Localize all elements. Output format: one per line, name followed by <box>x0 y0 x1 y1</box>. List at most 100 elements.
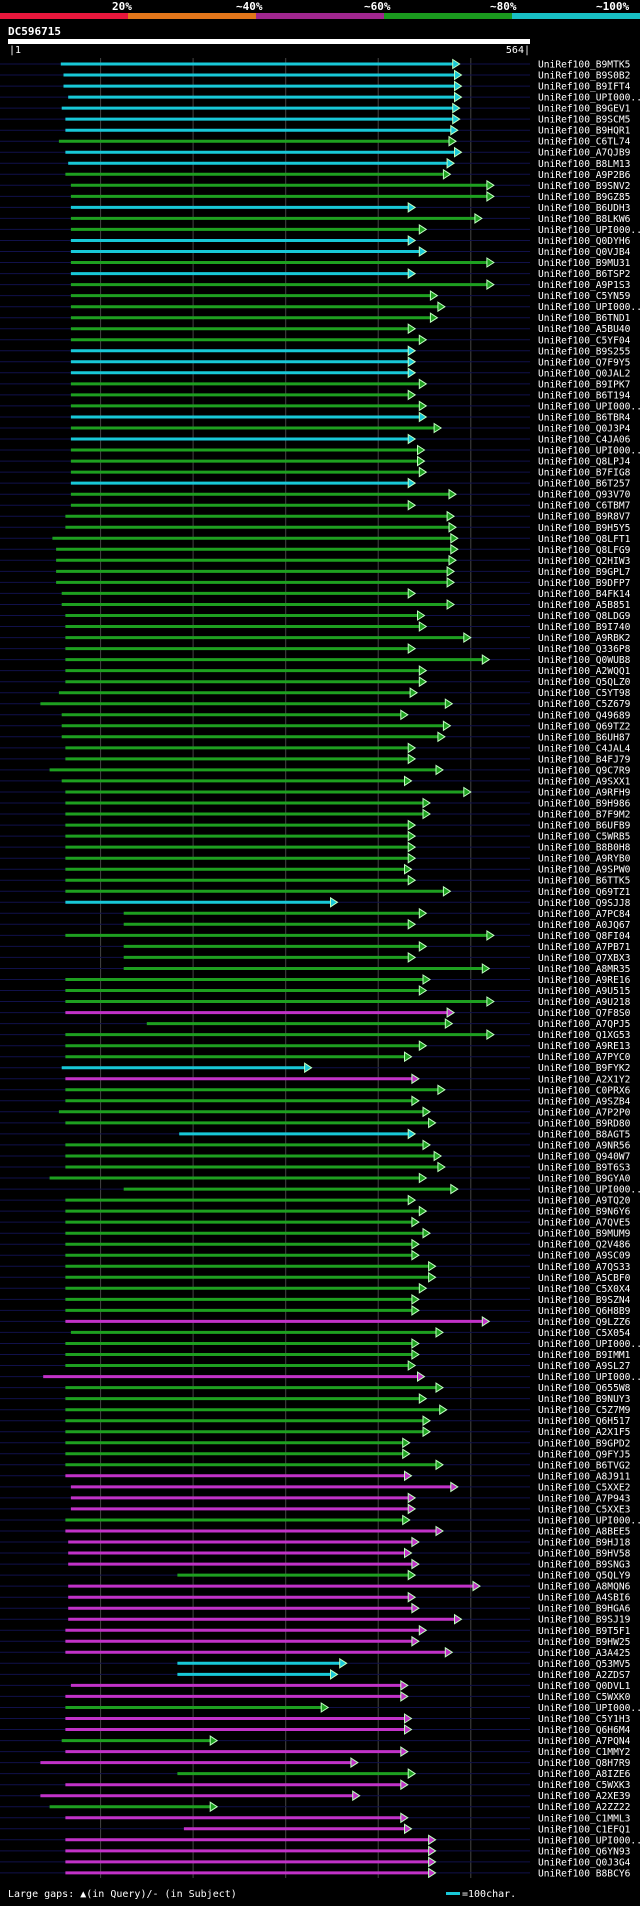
hit-row[interactable]: UniRef100_A9NR56 <box>0 1139 631 1151</box>
hit-row[interactable]: UniRef100_C4JA06 <box>0 433 631 446</box>
hit-label[interactable]: UniRef100_Q1XG53 <box>538 1030 631 1041</box>
hit-row[interactable]: UniRef100_UPI000... <box>0 1514 640 1527</box>
hit-row[interactable]: UniRef100_Q336P8 <box>0 643 631 655</box>
hit-row[interactable]: UniRef100_A5CBF0 <box>0 1271 631 1284</box>
hit-label[interactable]: UniRef100_B9R8V7 <box>538 512 631 523</box>
hit-label[interactable]: UniRef100_B9T5F1 <box>538 1626 631 1637</box>
hit-row[interactable]: UniRef100_A8IZE6 <box>0 1768 631 1780</box>
hit-label[interactable]: UniRef100_A9RE13 <box>538 1041 631 1052</box>
hit-label[interactable]: UniRef100_UPI000... <box>538 401 640 412</box>
hit-label[interactable]: UniRef100_Q655W8 <box>538 1383 631 1394</box>
hit-row[interactable]: UniRef100_B9FYK2 <box>0 1062 630 1074</box>
hit-label[interactable]: UniRef100_C5YT98 <box>538 688 631 699</box>
hit-label[interactable]: UniRef100_A2ZDS7 <box>538 1670 631 1681</box>
hit-label[interactable]: UniRef100_C5YF04 <box>538 335 631 346</box>
hit-label[interactable]: UniRef100_Q6H8B9 <box>538 1306 631 1317</box>
hit-label[interactable]: UniRef100_B9MUM9 <box>538 1229 631 1240</box>
hit-label[interactable]: UniRef100_UPI000... <box>538 1339 640 1350</box>
hit-row[interactable]: UniRef100_Q8LDG9 <box>0 610 631 622</box>
hit-row[interactable]: UniRef100_A9SXX1 <box>0 775 631 787</box>
hit-label[interactable]: UniRef100_A5CBF0 <box>538 1273 631 1284</box>
hit-row[interactable]: UniRef100_Q8LFG9 <box>0 543 631 556</box>
hit-row[interactable]: UniRef100_A9TQ20 <box>0 1194 631 1207</box>
hit-row[interactable]: UniRef100_A7QS33 <box>0 1260 631 1273</box>
hit-row[interactable]: UniRef100_B6T257 <box>0 477 631 490</box>
hit-row[interactable]: UniRef100_Q8LPJ4 <box>0 455 631 468</box>
hit-row[interactable]: UniRef100_B8AGT5 <box>0 1128 630 1140</box>
hit-row[interactable]: UniRef100_UPI000... <box>0 1338 640 1350</box>
hit-row[interactable]: UniRef100_B9SNG3 <box>0 1558 631 1571</box>
hit-row[interactable]: UniRef100_B9HV58 <box>0 1547 631 1560</box>
hit-row[interactable]: UniRef100_A5B851 <box>0 599 631 611</box>
hit-row[interactable]: UniRef100_B6UDH3 <box>0 201 631 214</box>
hit-row[interactable]: UniRef100_UPI000... <box>0 1183 640 1196</box>
hit-label[interactable]: UniRef100_Q0WUB8 <box>538 655 631 666</box>
hit-label[interactable]: UniRef100_UPI000... <box>538 225 640 236</box>
hit-label[interactable]: UniRef100_B4FK14 <box>538 589 631 600</box>
hit-label[interactable]: UniRef100_UPI000... <box>538 93 640 104</box>
hit-row[interactable]: UniRef100_A7PB71 <box>0 940 631 953</box>
hit-row[interactable]: UniRef100_UPI000... <box>0 444 640 457</box>
hit-row[interactable]: UniRef100_A2XE39 <box>0 1790 631 1802</box>
hit-label[interactable]: UniRef100_B9GPL7 <box>538 567 631 578</box>
hit-label[interactable]: UniRef100_B9HJ18 <box>538 1538 631 1549</box>
hit-label[interactable]: UniRef100_UPI000... <box>538 1372 640 1383</box>
hit-row[interactable]: UniRef100_Q0DVL1 <box>0 1679 631 1692</box>
hit-label[interactable]: UniRef100_B9GYA0 <box>538 1174 631 1185</box>
hit-label[interactable]: UniRef100_Q0DVL1 <box>538 1681 631 1692</box>
hit-label[interactable]: UniRef100_Q940W7 <box>538 1152 631 1163</box>
hit-row[interactable]: UniRef100_Q0J3P4 <box>0 422 631 435</box>
hit-row[interactable]: UniRef100_A9RE16 <box>0 974 631 986</box>
hit-label[interactable]: UniRef100_UPI000... <box>538 1185 640 1196</box>
hit-label[interactable]: UniRef100_A5B851 <box>538 600 631 611</box>
hit-row[interactable]: UniRef100_A8MR35 <box>0 963 630 975</box>
hit-row[interactable]: UniRef100_B8LKW6 <box>0 212 631 225</box>
hit-row[interactable]: UniRef100_B9IFT4 <box>0 80 631 93</box>
hit-row[interactable]: UniRef100_C5WXK0 <box>0 1690 631 1703</box>
hit-label[interactable]: UniRef100_B6UDH3 <box>538 203 631 214</box>
hit-label[interactable]: UniRef100_B8B0H8 <box>538 843 631 854</box>
hit-row[interactable]: UniRef100_B6TSP2 <box>0 268 630 280</box>
hit-row[interactable]: UniRef100_A8J911 <box>0 1470 631 1482</box>
hit-row[interactable]: UniRef100_A2WQQ1 <box>0 665 631 677</box>
hit-label[interactable]: UniRef100_B7FIG8 <box>538 468 631 479</box>
hit-row[interactable]: UniRef100_B9HW25 <box>0 1635 630 1648</box>
hit-label[interactable]: UniRef100_B9S0B2 <box>538 71 630 82</box>
hit-label[interactable]: UniRef100_C5XXE2 <box>538 1482 630 1493</box>
hit-row[interactable]: UniRef100_B9R8V7 <box>0 510 631 523</box>
hit-label[interactable]: UniRef100_B9MTK5 <box>538 60 630 71</box>
hit-row[interactable]: UniRef100_C5YT98 <box>0 687 631 699</box>
hit-row[interactable]: UniRef100_A5BU40 <box>0 323 631 335</box>
hit-label[interactable]: UniRef100_B9SNV2 <box>538 181 630 192</box>
hit-label[interactable]: UniRef100_B6TVG2 <box>538 1460 630 1471</box>
hit-label[interactable]: UniRef100_B8BCY6 <box>538 1868 631 1878</box>
hit-row[interactable]: UniRef100_B9I740 <box>0 621 631 633</box>
hit-row[interactable]: UniRef100_C5YF04 <box>0 334 631 346</box>
hit-label[interactable]: UniRef100_B9MU31 <box>538 258 631 269</box>
hit-label[interactable]: UniRef100_B6TSP2 <box>538 269 630 280</box>
hit-label[interactable]: UniRef100_Q0DYH6 <box>538 236 631 247</box>
hit-row[interactable]: UniRef100_Q9LZZ6 <box>0 1315 631 1328</box>
hit-row[interactable]: UniRef100_A9SZB4 <box>0 1095 631 1107</box>
hit-label[interactable]: UniRef100_A9SL27 <box>538 1361 631 1372</box>
hit-label[interactable]: UniRef100_B8LM13 <box>538 159 631 170</box>
hit-label[interactable]: UniRef100_Q336P8 <box>538 644 631 655</box>
hit-label[interactable]: UniRef100_B9I740 <box>538 622 631 633</box>
hit-label[interactable]: UniRef100_B9HV58 <box>538 1549 631 1560</box>
hit-label[interactable]: UniRef100_B6T194 <box>538 390 631 401</box>
hit-row[interactable]: UniRef100_Q6YN93 <box>0 1845 631 1857</box>
hit-row[interactable]: UniRef100_B9MTK5 <box>0 58 630 71</box>
hit-label[interactable]: UniRef100_Q0J3P4 <box>538 424 631 435</box>
hit-label[interactable]: UniRef100_C1MMY2 <box>538 1747 630 1758</box>
hit-label[interactable]: UniRef100_C4JA06 <box>538 435 631 446</box>
hit-label[interactable]: UniRef100_Q49689 <box>538 710 631 721</box>
hit-row[interactable]: UniRef100_C5WXK3 <box>0 1779 631 1791</box>
hit-row[interactable]: UniRef100_Q2HIW3 <box>0 554 631 567</box>
hit-label[interactable]: UniRef100_Q53MV5 <box>538 1659 630 1670</box>
hit-label[interactable]: UniRef100_B4FJ79 <box>538 754 631 765</box>
hit-label[interactable]: UniRef100_A9RBK2 <box>538 633 630 644</box>
hit-row[interactable]: UniRef100_B9SZN4 <box>0 1293 631 1306</box>
hit-row[interactable]: UniRef100_B9N6Y6 <box>0 1205 631 1218</box>
hit-label[interactable]: UniRef100_Q8LPJ4 <box>538 457 631 468</box>
hit-row[interactable]: UniRef100_B9NUY3 <box>0 1393 631 1405</box>
